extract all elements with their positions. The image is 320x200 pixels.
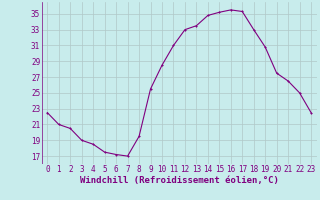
X-axis label: Windchill (Refroidissement éolien,°C): Windchill (Refroidissement éolien,°C) bbox=[80, 176, 279, 185]
